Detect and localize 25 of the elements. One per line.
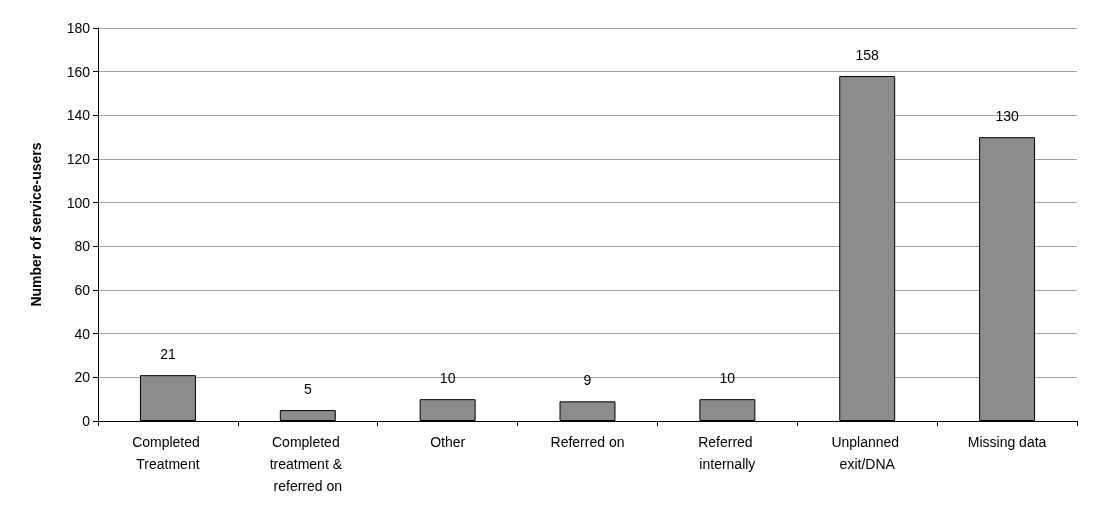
y-tick-label: 120	[66, 151, 91, 167]
y-tick-label: 180	[66, 20, 91, 36]
data-label: 130	[995, 108, 1019, 125]
x-tick-label: Referred internally	[698, 434, 757, 472]
x-tick-label: Missing data	[967, 434, 1047, 450]
y-tick-label: 60	[74, 282, 91, 298]
y-tick-label: 20	[74, 369, 91, 386]
x-tick-label: Other	[430, 434, 466, 450]
y-axis-title: Number of service-users	[28, 142, 44, 307]
x-tick-label: Unplanned exit/DNA	[831, 434, 904, 472]
y-tick-label: 0	[82, 413, 91, 429]
y-tick-label: 40	[74, 325, 91, 342]
x-tick-label: Completed Treatment	[132, 434, 204, 472]
x-tick-label: Referred on	[550, 434, 625, 450]
data-label: 9	[583, 372, 592, 389]
data-label: 5	[303, 381, 312, 398]
x-tick-label: Completed treatment & referred on	[269, 434, 346, 494]
data-label: 10	[439, 370, 456, 387]
data-label: 21	[160, 346, 176, 363]
y-tick-label: 140	[66, 107, 91, 124]
data-label: 10	[719, 370, 736, 387]
data-label: 158	[855, 47, 880, 64]
y-tick-label: 80	[74, 238, 91, 255]
y-tick-label: 100	[66, 194, 91, 211]
y-tick-label: 160	[66, 63, 91, 80]
